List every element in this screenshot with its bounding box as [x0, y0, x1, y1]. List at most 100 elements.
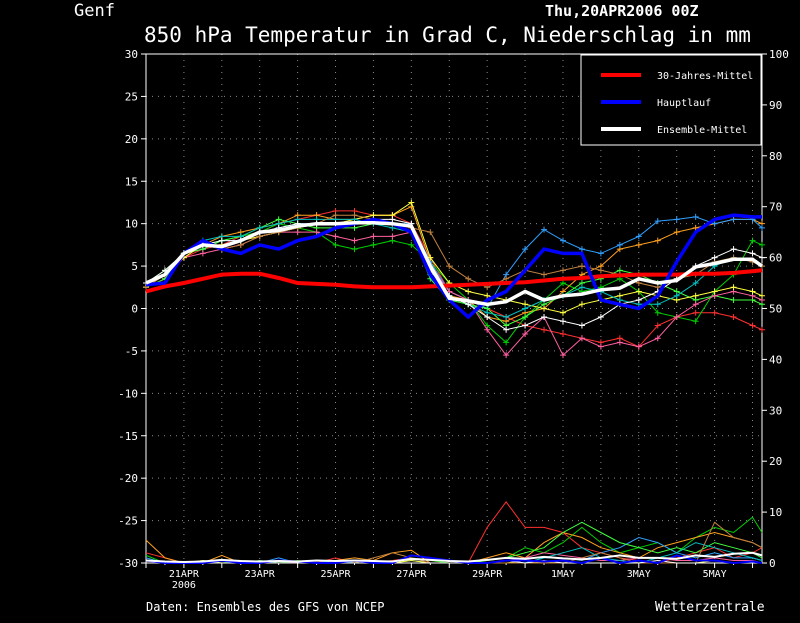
legend: 30-Jahres-Mittel Hauptlauf Ensemble-Mittel	[580, 54, 762, 146]
y2-tick-label: 0	[769, 557, 776, 570]
x-tick-label: 25APR	[320, 569, 351, 580]
temperature-member-marker	[541, 271, 548, 278]
temperature-member-marker	[759, 292, 765, 299]
temperature-member-marker	[730, 297, 737, 304]
x-tick-label: 27APR	[396, 569, 427, 580]
ensemble-mean-line	[145, 221, 764, 307]
temperature-member-marker	[759, 224, 765, 231]
temperature-member-marker	[503, 352, 510, 359]
temperature-member-marker	[559, 267, 566, 274]
y-tick-label: 5	[131, 260, 138, 273]
y-tick-label: -15	[118, 430, 138, 443]
precipitation-member-line	[146, 521, 763, 564]
y2-tick-label: 90	[769, 99, 782, 112]
temperature-member-marker	[749, 322, 756, 329]
temperature-member-line	[145, 223, 763, 344]
temperature-member-line	[145, 210, 763, 348]
temperature-member-marker	[597, 343, 604, 350]
y-tick-label: -10	[118, 387, 138, 400]
y2-tick-label: 20	[769, 455, 782, 468]
y2-tick-label: 10	[769, 506, 782, 519]
temperature-member-marker	[559, 318, 566, 325]
temperature-member-marker	[522, 313, 529, 320]
main-run-line	[145, 213, 762, 320]
y2-tick-label: 70	[769, 201, 782, 214]
y-tick-label: -30	[118, 557, 138, 570]
y2-tick-label: 50	[769, 303, 782, 316]
temperature-member-marker	[559, 280, 566, 287]
temperature-member-marker	[559, 330, 566, 337]
y2-tick-label: 100	[769, 48, 789, 61]
temperature-member-marker	[332, 241, 339, 248]
temperature-member-marker	[730, 313, 737, 320]
temperature-member-marker	[692, 301, 699, 308]
temperature-member-marker	[465, 288, 472, 295]
temperature-member-marker	[522, 246, 529, 253]
temperature-member-marker	[616, 241, 623, 248]
temperature-member-marker	[635, 233, 642, 240]
temperature-member-marker	[759, 254, 765, 261]
temperature-member-marker	[578, 246, 585, 253]
temperature-member-marker	[332, 212, 339, 219]
temperature-member-line	[145, 201, 763, 314]
temperature-member-marker	[635, 297, 642, 304]
temperature-member-marker	[446, 263, 453, 270]
legend-label: 30-Jahres-Mittel	[657, 71, 753, 82]
temperature-series	[143, 199, 765, 359]
temperature-member-marker	[351, 237, 358, 244]
temperature-member-marker	[199, 250, 206, 257]
precipitation-series	[145, 501, 763, 565]
temperature-member-marker	[484, 313, 491, 320]
temperature-member-marker	[503, 313, 510, 320]
temperature-member-marker	[711, 288, 718, 295]
temperature-member-marker	[692, 309, 699, 316]
temperature-member-marker	[559, 309, 566, 316]
temperature-member-marker	[635, 288, 642, 295]
chart-title: 850 hPa Temperatur in Grad C, Niederschl…	[144, 23, 751, 47]
temperature-member-marker	[559, 352, 566, 359]
temperature-member-marker	[597, 313, 604, 320]
temperature-member-marker	[503, 339, 510, 346]
temperature-member-marker	[635, 241, 642, 248]
temperature-member-marker	[692, 224, 699, 231]
temperature-member-marker	[578, 284, 585, 291]
y-tick-label: -25	[118, 515, 138, 528]
legend-label: Ensemble-Mittel	[657, 125, 747, 136]
x-tick-label: 1MAY	[551, 569, 575, 580]
temperature-member-marker	[692, 318, 699, 325]
x-tick-label: 23APR	[245, 569, 276, 580]
y-tick-label: 0	[131, 303, 138, 316]
datetime-label: Thu,20APR2006 00Z	[545, 2, 699, 20]
y2-tick-label: 60	[769, 252, 782, 265]
temperature-member-marker	[427, 229, 434, 236]
temperature-member-marker	[389, 233, 396, 240]
temperature-member-marker	[313, 229, 320, 236]
temperature-member-marker	[427, 254, 434, 261]
temperature-member-marker	[673, 313, 680, 320]
y-tick-label: 30	[125, 48, 138, 61]
temperature-member-marker	[692, 292, 699, 299]
temperature-member-marker	[635, 343, 642, 350]
temperature-member-marker	[503, 326, 510, 333]
x-tick-label: 21APR	[169, 569, 200, 580]
temperature-member-marker	[730, 246, 737, 253]
temperature-member-marker	[749, 250, 756, 257]
temperature-member-marker	[749, 288, 756, 295]
temperature-member-marker	[503, 275, 510, 282]
temperature-member-marker	[541, 313, 548, 320]
y-tick-label: -5	[125, 345, 138, 358]
temperature-member-marker	[711, 254, 718, 261]
data-source-label: Daten: Ensembles des GFS von NCEP	[146, 600, 384, 614]
temperature-member-marker	[541, 326, 548, 333]
temperature-member-marker	[654, 335, 661, 342]
temperature-member-marker	[351, 246, 358, 253]
temperature-member-marker	[389, 216, 396, 223]
y-tick-label: 25	[125, 90, 138, 103]
temperature-member-marker	[654, 218, 661, 225]
temperature-member-marker	[370, 241, 377, 248]
temperature-member-marker	[370, 233, 377, 240]
temperature-member-marker	[541, 226, 548, 233]
temperature-member-marker	[673, 216, 680, 223]
temperature-member-marker	[408, 241, 415, 248]
